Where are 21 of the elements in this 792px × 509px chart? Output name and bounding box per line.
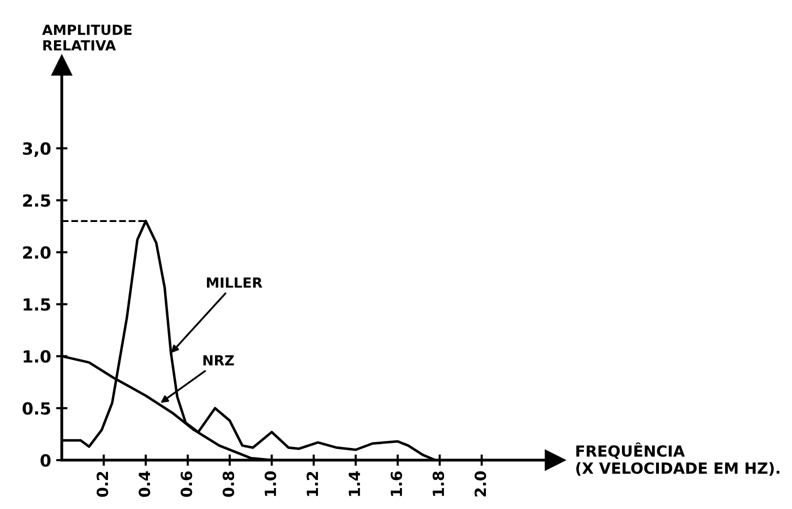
x-tick-label: 1.0 — [264, 471, 276, 496]
y-tick-label: 1.5 — [24, 298, 50, 311]
x-tick-label: 1.2 — [306, 472, 318, 496]
x-tick-label: 0.2 — [96, 472, 108, 497]
x-tick-label: 0.8 — [222, 472, 234, 497]
x-tick-label: 0.6 — [180, 471, 192, 497]
x-tick-label: 1.4 — [348, 471, 360, 496]
x-tick-label: 0.4 — [138, 471, 150, 497]
x-tick-label: 1.6 — [390, 471, 402, 496]
y-tick-label: 2.0 — [23, 246, 51, 259]
x-tick-label: 1.8 — [432, 472, 444, 496]
x-tick-label: 2.0 — [474, 471, 486, 496]
y-tick-label: 3,0 — [22, 142, 51, 158]
y-tick-label: 1.0 — [24, 350, 51, 363]
x-axis-title: FREQUÊNCIA (X VELOCIDADE EM HZ). — [576, 442, 780, 476]
annotation: NRZ — [203, 355, 234, 366]
y-tick-label: 2.5 — [23, 194, 50, 207]
annotation: MILLER — [206, 278, 262, 288]
y-axis-title: AMPLITUDE RELATIVA — [42, 24, 132, 50]
y-tick-label: 0.5 — [22, 402, 50, 415]
y-tick-label: 0 — [40, 454, 51, 467]
